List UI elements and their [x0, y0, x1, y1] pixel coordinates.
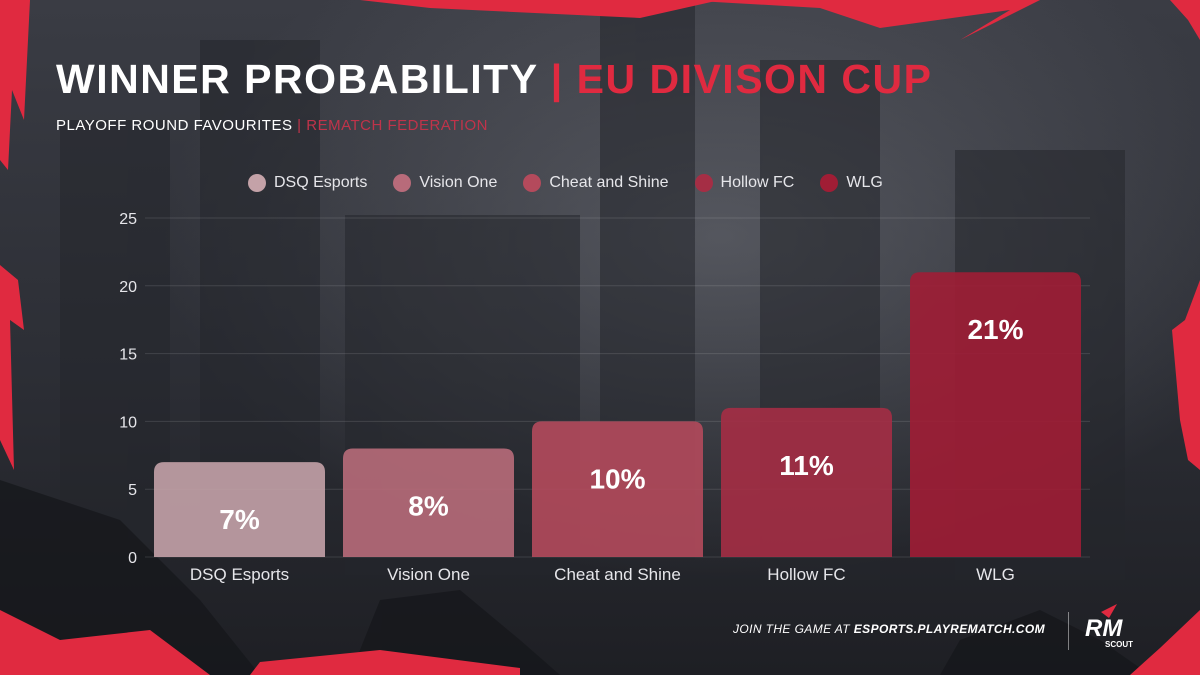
x-category-label: DSQ Esports [190, 565, 289, 584]
legend-swatch [393, 174, 412, 192]
bar [721, 407, 892, 557]
footer-divider [1068, 612, 1069, 650]
bar [910, 272, 1081, 557]
y-tick-label: 15 [119, 347, 137, 364]
x-category-label: Cheat and Shine [554, 565, 681, 584]
legend-label: Hollow FC [720, 174, 795, 191]
chart-subtitle: PLAYOFF ROUND FAVOURITES | REMATCH FEDER… [56, 117, 488, 134]
legend-label: WLG [846, 174, 883, 191]
logo-tagline: SCOUT [1105, 640, 1133, 649]
bar [532, 421, 703, 557]
y-tick-label: 20 [119, 279, 137, 296]
footer-prefix: JOIN THE GAME AT [732, 622, 851, 636]
legend-label: Vision One [419, 174, 498, 191]
legend-item-hollow-fc: Hollow FC [694, 174, 795, 192]
title-accent: EU DIVISON CUP [576, 56, 933, 102]
y-tick-label: 25 [119, 211, 137, 228]
y-tick-label: 10 [119, 414, 137, 431]
legend-item-wlg: WLG [820, 174, 883, 192]
chart-legend: DSQ Esports Vision One Cheat and Shine H… [248, 172, 883, 194]
subtitle-main: PLAYOFF ROUND FAVOURITES [56, 117, 293, 134]
legend-item-vision-one: Vision One [393, 174, 497, 192]
legend-swatch [820, 174, 839, 192]
chart-title: WINNER PROBABILITY | EU DIVISON CUP [56, 56, 933, 103]
footer-url[interactable]: ESPORTS.PLAYREMATCH.COM [853, 622, 1045, 636]
bar-value-label: 7% [219, 504, 260, 535]
bar-value-label: 8% [408, 491, 449, 522]
subtitle-separator: | [297, 117, 302, 134]
bar-value-label: 10% [589, 463, 645, 494]
title-main: WINNER PROBABILITY [56, 56, 538, 102]
legend-swatch [523, 174, 542, 192]
footer-cta: JOIN THE GAME AT ESPORTS.PLAYREMATCH.COM [733, 622, 1045, 636]
bar-value-label: 11% [779, 450, 834, 481]
x-category-label: Hollow FC [767, 565, 845, 584]
legend-label: Cheat and Shine [549, 174, 669, 191]
title-separator: | [550, 56, 564, 102]
y-tick-label: 0 [128, 550, 137, 567]
legend-item-cheat-and-shine: Cheat and Shine [523, 174, 669, 192]
legend-swatch [248, 174, 266, 192]
x-category-label: Vision One [387, 565, 470, 584]
logo-letters: RM [1085, 615, 1123, 642]
legend-swatch [694, 174, 713, 192]
legend-label: DSQ Esports [274, 174, 368, 191]
subtitle-accent: REMATCH FEDERATION [306, 117, 489, 134]
x-category-label: WLG [976, 565, 1015, 584]
legend-item-dsq-esports: DSQ Esports [248, 174, 367, 192]
logo-slash [1101, 604, 1117, 618]
bar-value-label: 21% [967, 314, 1023, 345]
rematch-scout-logo: RM SCOUT [1085, 604, 1133, 649]
bar [154, 462, 325, 557]
y-tick-label: 5 [128, 482, 137, 499]
bar [343, 448, 514, 557]
